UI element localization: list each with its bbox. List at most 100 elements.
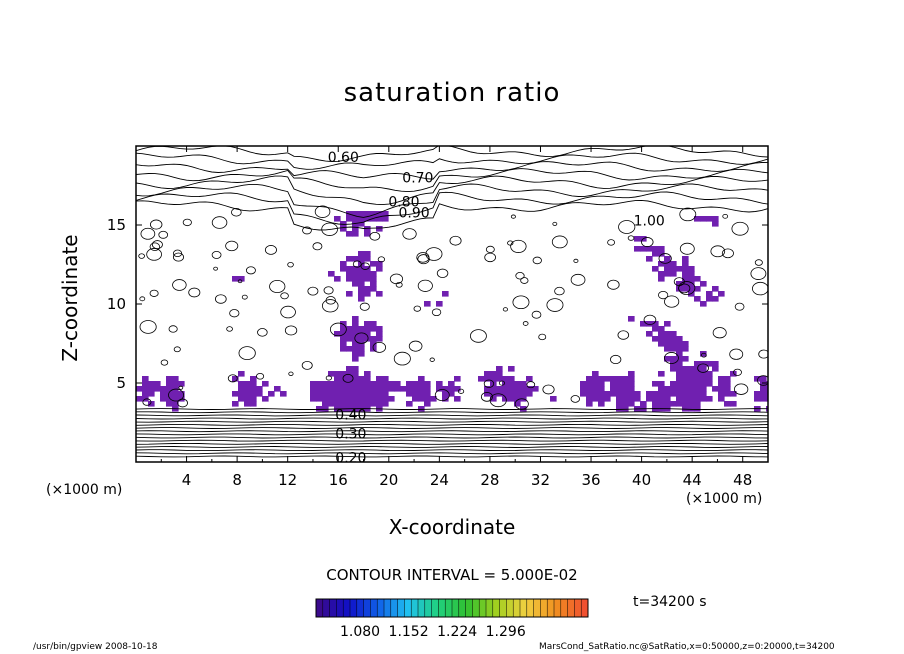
saturated-region: [340, 401, 347, 407]
contour-loop: [168, 325, 178, 333]
saturated-region: [442, 386, 449, 392]
saturated-region: [664, 391, 671, 397]
saturated-region: [718, 376, 725, 382]
saturated-region: [676, 341, 683, 347]
y-tick-label: 5: [116, 374, 126, 392]
contour-loop: [393, 351, 411, 366]
saturated-region: [358, 211, 365, 217]
x-tick-label: 44: [683, 471, 702, 489]
saturated-region: [706, 396, 713, 402]
contour-loop: [142, 398, 152, 406]
contour-loop: [434, 389, 450, 402]
saturated-region: [352, 281, 359, 287]
saturated-region: [712, 216, 719, 222]
saturated-region: [586, 396, 593, 402]
saturated-region: [664, 261, 671, 267]
saturated-region: [244, 381, 251, 387]
contour-loop: [729, 348, 744, 360]
saturated-region: [586, 386, 593, 392]
saturated-region: [646, 391, 653, 397]
saturated-region: [712, 296, 719, 302]
saturated-region: [754, 396, 761, 402]
saturated-region: [664, 321, 671, 327]
saturated-region: [178, 381, 185, 387]
saturated-region: [718, 291, 725, 297]
saturated-region: [436, 381, 443, 387]
saturated-region: [664, 346, 671, 352]
saturated-region: [382, 216, 389, 222]
saturated-region: [238, 396, 245, 402]
saturated-region: [628, 316, 635, 322]
contour-loop: [139, 320, 157, 334]
saturated-region: [178, 391, 185, 397]
saturated-region: [340, 341, 347, 347]
saturated-region: [238, 371, 245, 377]
colorbar-segment: [581, 599, 589, 617]
saturated-region: [268, 391, 275, 397]
saturated-region: [598, 381, 605, 387]
saturated-region: [334, 396, 341, 402]
saturated-region: [688, 371, 695, 377]
contour-loop: [269, 279, 286, 294]
saturated-region: [730, 391, 737, 397]
saturated-region: [640, 321, 647, 327]
saturated-region: [340, 371, 347, 377]
saturated-region: [586, 391, 593, 397]
saturated-region: [682, 366, 689, 372]
saturated-region: [364, 386, 371, 392]
saturated-region: [670, 341, 677, 347]
saturated-region: [706, 291, 713, 297]
saturated-region: [700, 381, 707, 387]
x-tick-label: 32: [531, 471, 550, 489]
saturated-region: [352, 346, 359, 352]
contour-loop: [507, 240, 514, 246]
saturated-region: [682, 346, 689, 352]
saturated-region: [154, 386, 161, 392]
saturated-region: [358, 266, 365, 272]
saturated-region: [334, 381, 341, 387]
colorbar-segment: [336, 599, 344, 617]
contour-loop: [146, 248, 162, 261]
saturated-region: [352, 351, 359, 357]
saturated-region: [352, 211, 359, 217]
colorbar-segment: [540, 599, 548, 617]
contour-loop: [470, 329, 487, 343]
contour-line: [136, 449, 768, 452]
saturated-region: [262, 381, 269, 387]
saturated-region: [658, 341, 665, 347]
saturated-region: [136, 386, 143, 392]
colorbar-segment: [397, 599, 405, 617]
saturated-region: [358, 251, 365, 257]
saturated-region: [172, 396, 179, 402]
saturated-region: [694, 216, 701, 222]
saturated-region: [652, 251, 659, 257]
saturated-region: [502, 396, 509, 402]
x-tick-label: 28: [480, 471, 499, 489]
saturated-region: [142, 376, 149, 382]
saturated-region: [424, 301, 431, 307]
contour-loop: [641, 237, 654, 248]
saturated-region: [352, 401, 359, 407]
saturated-region: [322, 396, 329, 402]
saturated-region: [628, 381, 635, 387]
saturated-region: [352, 356, 359, 362]
saturated-region: [172, 376, 179, 382]
saturated-region: [424, 401, 431, 407]
saturated-region: [682, 256, 689, 262]
colorbar-segment: [438, 599, 446, 617]
saturated-region: [346, 291, 353, 297]
saturated-region: [370, 381, 377, 387]
saturated-region: [340, 226, 347, 232]
contour-line: [136, 439, 768, 442]
saturated-region: [244, 391, 251, 397]
y-tick-label: 15: [107, 216, 126, 234]
contour-loop: [618, 220, 636, 234]
saturated-region: [598, 386, 605, 392]
saturated-region: [238, 276, 245, 282]
saturated-region: [664, 401, 671, 407]
contour-loop: [710, 245, 726, 258]
saturated-region: [172, 401, 179, 407]
saturated-region: [532, 386, 539, 392]
contour-label: 0.30: [335, 427, 366, 443]
saturated-region: [682, 261, 689, 267]
